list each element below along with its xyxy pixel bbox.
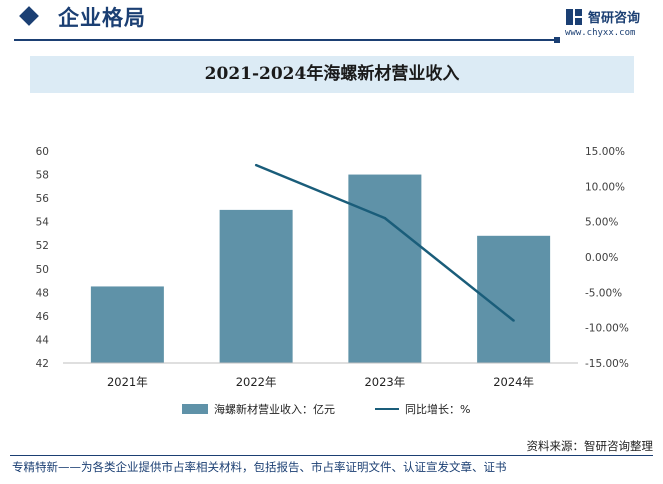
y-tick-label: 54 xyxy=(36,217,50,229)
line-point xyxy=(383,216,387,220)
line-series xyxy=(254,163,515,322)
x-axis-categories: 2021年 2022年 2023年 2024年 xyxy=(107,375,534,389)
legend: 海螺新材营业收入：亿元 同比增长：% xyxy=(182,401,470,417)
legend-line-label: 同比增长：% xyxy=(405,403,471,416)
brand-url: www.chyxx.com xyxy=(565,28,636,38)
chart-title-band: 2021-2024年海螺新材营业收入 xyxy=(30,56,634,93)
source-note: 资料来源：智研咨询整理 xyxy=(526,439,654,453)
x-tick-label: 2023年 xyxy=(364,375,405,389)
brand: 智研咨询 xyxy=(566,7,640,26)
y2-tick-label: -10.00% xyxy=(585,323,629,335)
legend-bar-label: 海螺新材营业收入：亿元 xyxy=(214,403,335,416)
y-tick-label: 50 xyxy=(36,264,49,276)
y2-tick-label: -15.00% xyxy=(585,358,629,370)
y-tick-label: 46 xyxy=(36,311,50,323)
bar xyxy=(348,174,422,363)
bar-series xyxy=(90,174,551,363)
y-tick-label: 60 xyxy=(36,146,49,158)
footer-tagline: 专精特新——为各类企业提供市占率相关材料，包括报告、市占率证明文件、认证宣发文章… xyxy=(12,460,507,474)
y2-tick-label: 15.00% xyxy=(585,146,625,158)
line-point xyxy=(254,163,258,167)
y-tick-label: 48 xyxy=(36,287,49,299)
bar xyxy=(90,286,164,363)
y2-tick-label: 5.00% xyxy=(585,217,618,229)
y-tick-label: 52 xyxy=(36,240,49,252)
header-divider-end xyxy=(554,37,560,43)
y2-tick-label: -5.00% xyxy=(585,287,622,299)
legend-bar-swatch xyxy=(182,404,208,414)
y-tick-label: 44 xyxy=(36,334,50,346)
brand-logo-icon xyxy=(566,8,582,25)
brand-name: 智研咨询 xyxy=(588,11,641,26)
header-divider xyxy=(14,39,554,41)
bar xyxy=(477,235,551,363)
legend-line-swatch xyxy=(375,408,399,410)
y2-tick-label: 10.00% xyxy=(585,181,625,193)
x-tick-label: 2024年 xyxy=(493,375,534,389)
right-axis: -15.00% -10.00% -5.00% 0.00% 5.00% 10.00% 15.0… xyxy=(585,146,629,370)
y-tick-label: 42 xyxy=(36,358,49,370)
y-tick-label: 56 xyxy=(36,193,50,205)
x-tick-label: 2022年 xyxy=(236,375,277,389)
y-tick-label: 58 xyxy=(36,170,49,182)
footer-divider xyxy=(10,455,653,456)
page-title: 企业格局 xyxy=(58,6,146,30)
chart-title: 2021-2024年海螺新材营业收入 xyxy=(204,64,460,84)
bar xyxy=(219,209,293,363)
line-point xyxy=(512,319,515,322)
left-axis: 42 44 46 48 50 52 54 56 58 60 xyxy=(36,146,50,370)
x-tick-label: 2021年 xyxy=(107,375,148,389)
y2-tick-label: 0.00% xyxy=(585,252,618,264)
